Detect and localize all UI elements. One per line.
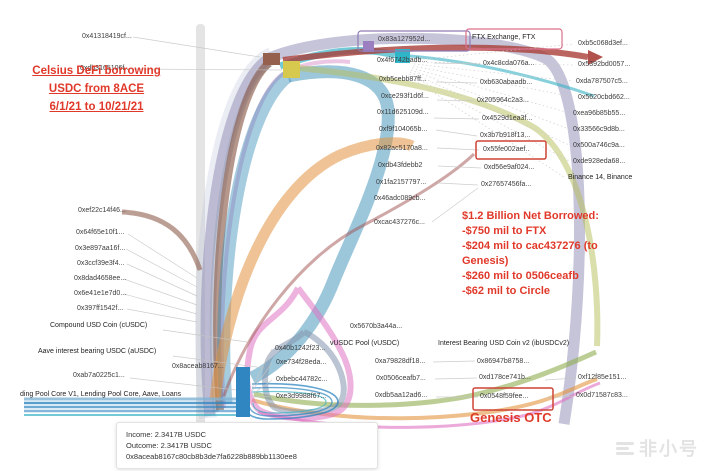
node-label-0xd56e9af024[interactable]: 0xd56e9af024... — [484, 164, 535, 171]
node-label-0x8aceab8167[interactable]: 0x8aceab8167... — [172, 363, 224, 370]
node-label-0xe734f28eda[interactable]: 0xe734f28eda... — [276, 359, 327, 366]
annotation-line: $1.2 Billion Net Borrowed: — [462, 210, 599, 222]
watermark-logo-icon — [616, 440, 634, 457]
annotation-line: -$204 mil to cac437276 (to — [462, 240, 598, 252]
node-label-0xdb3165106f[interactable]: 0xdb3165106f... — [80, 65, 131, 72]
chart-title: Celsius DeFi borrowing USDC from 8ACE 6/… — [24, 62, 169, 116]
node-label-0x4529d1ea3f[interactable]: 0x4529d1ea3f... — [482, 115, 533, 122]
node-0x83a127952d[interactable] — [363, 41, 374, 52]
annotation-genesis-otc: Genesis OTC — [470, 410, 552, 425]
node-label-0x5620cbd662[interactable]: 0x5620cbd662... — [578, 94, 630, 101]
node-label-0x3e897aa16f[interactable]: 0x3e897aa16f... — [75, 245, 126, 252]
node-label-0xef22c14f46[interactable]: 0xef22c14f46... — [78, 207, 126, 214]
node-label-0xdb43fdebb2[interactable]: 0xdb43fdebb2 — [378, 162, 423, 169]
node-label-vusdc-pool[interactable]: vUSDC Pool (vUSDC) — [330, 340, 400, 347]
node-label-0x4c8cda076a[interactable]: 0x4c8cda076a... — [483, 60, 535, 67]
node-label-0x83a127952d[interactable]: 0x83a127952d... — [378, 36, 431, 43]
highlight-box-0x55fe002aef — [475, 140, 547, 160]
annotation-line: -$62 mil to Circle — [462, 285, 551, 297]
node-0x8aceab8167-selected[interactable] — [236, 367, 250, 417]
tooltip-income: Income: 2.3417B USDC — [126, 430, 207, 439]
node-label-0x4f6742badb[interactable]: 0x4f6742badb... — [377, 57, 428, 64]
node-label-0xcac437276c[interactable]: 0xcac437276c... — [374, 219, 425, 226]
node-label-0x0506ceafb7[interactable]: 0x0506ceafb7... — [376, 375, 426, 382]
net-borrowed-annotation: $1.2 Billion Net Borrowed: -$750 mil to … — [462, 209, 652, 299]
node-0x41318419cf[interactable] — [263, 53, 280, 65]
node-label-0xd178ce741b[interactable]: 0xd178ce741b... — [479, 374, 531, 381]
highlight-box-ftx — [465, 28, 563, 50]
node-label-aave-ausdc[interactable]: Aave interest bearing USDC (aUSDC) — [38, 348, 157, 355]
node-label-0x27657456fa[interactable]: 0x27657456fa... — [481, 181, 532, 188]
watermark-text: 非小号 — [639, 439, 699, 459]
node-label-0xce293f1d6f[interactable]: 0xce293f1d6f... — [381, 93, 429, 100]
node-label-0xe3d9988f67[interactable]: 0xe3d9988f67... — [276, 393, 327, 400]
annotation-line: -$750 mil to FTX — [462, 225, 547, 237]
node-label-0x3b7b918f13[interactable]: 0x3b7b918f13... — [480, 132, 531, 139]
annotation-line: -$260 mil to 0506ceafb — [462, 270, 579, 282]
node-label-0x1fa2157797[interactable]: 0x1fa2157797... — [376, 179, 427, 186]
connector-lines — [123, 36, 577, 399]
node-label-0xea96b85b55[interactable]: 0xea96b85b55... — [573, 110, 626, 117]
dotted-connector-lines — [407, 43, 575, 178]
node-label-ftx-exchange[interactable]: FTX Exchange, FTX — [472, 34, 536, 41]
node-label-0x46adc089cb[interactable]: 0x46adc089cb... — [374, 195, 426, 202]
node-label-0xdb5aa12ad6[interactable]: 0xdb5aa12ad6... — [375, 392, 428, 399]
node-label-0x41318419cf[interactable]: 0x41318419cf... — [82, 33, 132, 40]
node-label-0xf9f104065b[interactable]: 0xf9f104065b... — [379, 126, 428, 133]
node-label-0xab7a0225c1[interactable]: 0xab7a0225c1... — [73, 372, 125, 379]
node-0xdb3165106f[interactable] — [283, 61, 300, 78]
node-label-0xb5c068d3ef[interactable]: 0xb5c068d3ef... — [578, 40, 628, 47]
node-label-0x205964c2a3[interactable]: 0x205964c2a3... — [477, 97, 529, 104]
node-label-0x86947b8758[interactable]: 0x86947b8758... — [477, 358, 530, 365]
node-label-0x3ccf39e3f4[interactable]: 0x3ccf39e3f4... — [77, 260, 125, 267]
node-label-0xb5cebb87ff[interactable]: 0xb5cebb87ff... — [379, 76, 427, 83]
node-label-0xf12f85e151[interactable]: 0xf12f85e151... — [578, 374, 627, 381]
node-label-0x5392bd0057[interactable]: 0x5392bd0057... — [578, 61, 631, 68]
node-label-0x8dad4658ee[interactable]: 0x8dad4658ee... — [74, 275, 127, 282]
annotation-line: Genesis) — [462, 255, 509, 267]
node-label-0x397ff1542f[interactable]: 0x397ff1542f... — [77, 305, 124, 312]
tooltip-address: 0x8aceab8167c80cb8b3de7fa6228b889bb1130e… — [126, 452, 297, 461]
node-label-0x33566c9d8b[interactable]: 0x33566c9d8b... — [573, 126, 625, 133]
title-line: Celsius DeFi borrowing — [32, 65, 161, 77]
watermark-feixiaohao: 非小号 — [616, 435, 699, 461]
node-label-0xa79828df18[interactable]: 0xa79828df18... — [375, 358, 426, 365]
node-label-lending-pool-core[interactable]: ding Pool Core V1, Lending Pool Core, Aa… — [20, 391, 182, 398]
node-label-0x500a746c9a[interactable]: 0x500a746c9a... — [573, 142, 625, 149]
node-label-0x0548f59fee[interactable]: 0x0548f59fee... — [480, 393, 529, 400]
node-label-0x82ac5170a8[interactable]: 0x82ac5170a8... — [376, 145, 428, 152]
node-label-0x5670b3a44a[interactable]: 0x5670b3a44a... — [350, 323, 403, 330]
flow-ribbons — [24, 32, 601, 429]
highlight-box-0x83a127952d — [357, 30, 471, 52]
node-label-0xbebc44782c[interactable]: 0xbebc44782c... — [276, 376, 328, 383]
title-line: 6/1/21 to 10/21/21 — [49, 101, 144, 113]
node-label-0x64f65e10f1[interactable]: 0x64f65e10f1... — [76, 229, 125, 236]
node-label-0x40b1242f23[interactable]: 0x40b1242f23... — [275, 345, 326, 352]
node-label-0x0d71587c83[interactable]: 0x0d71587c83... — [576, 392, 628, 399]
node-label-0x6e41e1e7d0[interactable]: 0x6e41e1e7d0... — [74, 290, 127, 297]
node-label-0xde928eda68[interactable]: 0xde928eda68... — [573, 158, 626, 165]
node-info-tooltip: Income: 2.3417B USDC Outcome: 2.3417B US… — [116, 422, 378, 469]
node-label-ibusdcv2[interactable]: Interest Bearing USD Coin v2 (ibUSDCv2) — [438, 340, 570, 347]
title-line: USDC from 8ACE — [48, 83, 145, 95]
flow-arrowhead — [588, 50, 603, 65]
tooltip-outcome: Outcome: 2.3417B USDC — [126, 441, 212, 450]
node-label-0xb630abaadb[interactable]: 0xb630abaadb... — [480, 79, 533, 86]
node-label-binance-14[interactable]: Binance 14, Binance — [568, 174, 633, 181]
node-label-0x55fe002aef[interactable]: 0x55fe002aef.. — [483, 146, 530, 153]
node-label-0x11d625109d[interactable]: 0x11d625109d... — [377, 109, 429, 116]
highlight-box-0x0548f59fee — [472, 387, 554, 411]
node-label-0xda787507c5[interactable]: 0xda787507c5... — [576, 78, 628, 85]
node-label-compound-cusdc[interactable]: Compound USD Coin (cUSDC) — [50, 322, 148, 329]
node-ftx-exchange[interactable] — [395, 49, 410, 63]
